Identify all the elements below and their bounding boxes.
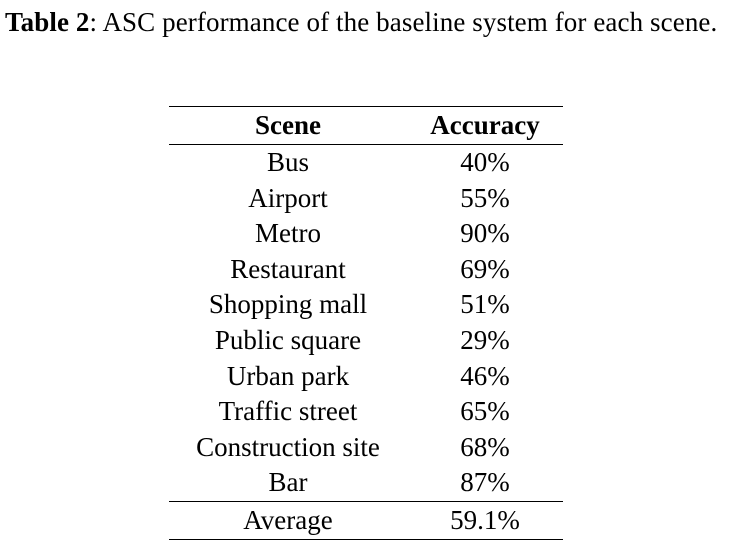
scene-cell: Construction site bbox=[196, 431, 380, 462]
table-row: Urban park 46% bbox=[169, 359, 563, 395]
table-row: Bus 40% bbox=[169, 145, 563, 181]
table-caption-text: : ASC performance of the baseline system… bbox=[89, 7, 718, 37]
table-row: Traffic street 65% bbox=[169, 394, 563, 430]
accuracy-cell: 90% bbox=[460, 218, 510, 249]
scene-cell: Urban park bbox=[226, 360, 350, 391]
table-header-row: Scene Accuracy bbox=[169, 106, 563, 145]
table-caption: Table 2: ASC performance of the baseline… bbox=[5, 4, 731, 40]
accuracy-cell: 46% bbox=[460, 360, 510, 391]
table-average-row: Average 59.1% bbox=[169, 500, 563, 540]
scene-cell: Metro bbox=[255, 218, 321, 249]
table-row: Airport 55% bbox=[169, 181, 563, 217]
table-row: Restaurant 69% bbox=[169, 252, 563, 288]
scene-cell: Restaurant bbox=[230, 253, 346, 284]
accuracy-cell: 40% bbox=[460, 147, 510, 177]
header-accuracy: Accuracy bbox=[407, 106, 563, 145]
table-row: Shopping mall 51% bbox=[169, 287, 563, 323]
results-table: Scene Accuracy Bus 40% Airport 55% Metro… bbox=[169, 106, 563, 540]
average-label: Average bbox=[169, 500, 407, 540]
table-row: Bar 87% bbox=[169, 465, 563, 501]
scene-cell: Traffic street bbox=[218, 396, 358, 427]
accuracy-cell: 69% bbox=[460, 253, 510, 284]
scene-cell: Public square bbox=[214, 324, 362, 355]
accuracy-cell: 51% bbox=[460, 289, 510, 320]
scene-cell: Bar bbox=[268, 467, 308, 498]
scene-cell: Bus bbox=[266, 147, 310, 177]
scene-cell: Airport bbox=[248, 182, 328, 213]
header-scene: Scene bbox=[169, 106, 407, 145]
scene-cell: Shopping mall bbox=[208, 289, 368, 320]
accuracy-cell: 29% bbox=[460, 324, 510, 355]
accuracy-cell: 87% bbox=[460, 467, 510, 498]
table-caption-label: Table 2 bbox=[5, 7, 90, 37]
average-value: 59.1% bbox=[407, 500, 563, 540]
table-row: Public square 29% bbox=[169, 323, 563, 359]
accuracy-cell: 65% bbox=[460, 396, 510, 427]
table-row: Construction site 68% bbox=[169, 430, 563, 466]
accuracy-cell: 55% bbox=[460, 182, 510, 213]
table-row: Metro 90% bbox=[169, 216, 563, 252]
accuracy-cell: 68% bbox=[460, 431, 510, 462]
